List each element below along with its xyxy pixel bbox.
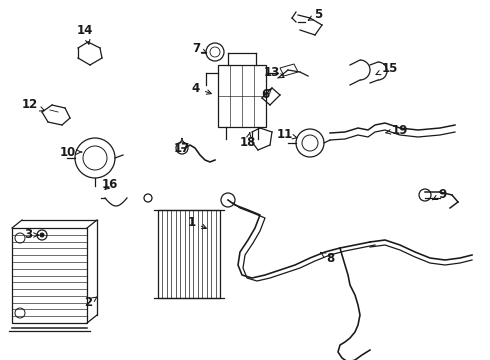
Text: 12: 12 (22, 99, 44, 112)
Text: 3: 3 (24, 229, 38, 242)
Text: 8: 8 (320, 252, 334, 265)
Text: 17: 17 (174, 139, 190, 154)
Text: 14: 14 (77, 23, 93, 44)
Text: 19: 19 (386, 123, 408, 136)
Text: 5: 5 (308, 9, 322, 22)
Text: 16: 16 (102, 179, 118, 192)
Text: 15: 15 (376, 62, 398, 75)
Text: 18: 18 (240, 132, 256, 148)
Circle shape (40, 233, 45, 238)
Text: 9: 9 (433, 189, 446, 202)
Text: 7: 7 (192, 41, 206, 54)
Text: 1: 1 (188, 216, 206, 229)
Text: 11: 11 (277, 129, 297, 141)
Text: 13: 13 (264, 66, 284, 78)
Text: 2: 2 (84, 297, 97, 310)
Text: 4: 4 (192, 81, 211, 94)
Text: 10: 10 (60, 145, 82, 158)
Text: 6: 6 (261, 88, 272, 102)
